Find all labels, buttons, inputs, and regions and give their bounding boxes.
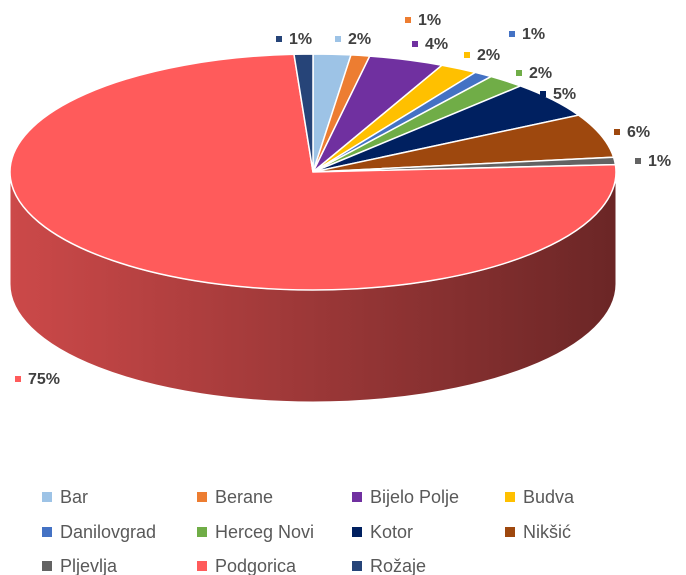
legend-label: Budva [523, 487, 575, 507]
label-key [614, 129, 620, 135]
legend-label: Herceg Novi [215, 522, 314, 542]
label-key [15, 376, 21, 382]
legend-key [42, 492, 52, 502]
data-label: 75% [28, 371, 60, 388]
legend-key [42, 561, 52, 571]
slice [293, 53, 314, 173]
legend-key [352, 492, 362, 502]
data-label: 6% [627, 124, 650, 141]
legend-label: Kotor [370, 522, 413, 542]
data-label: 1% [418, 12, 441, 29]
label-key [276, 36, 282, 42]
label-key [335, 36, 341, 42]
label-key [509, 31, 515, 37]
legend-label: Danilovgrad [60, 522, 156, 542]
data-label: 1% [289, 31, 312, 48]
data-label: 1% [522, 26, 545, 43]
data-label: 4% [425, 36, 448, 53]
legend-key [42, 527, 52, 537]
legend-label: Podgorica [215, 556, 297, 575]
legend-label: Pljevlja [60, 556, 118, 575]
legend-label: Berane [215, 487, 273, 507]
data-label: 2% [477, 47, 500, 64]
legend-key [197, 527, 207, 537]
legend-label: Rožaje [370, 556, 426, 575]
label-key [464, 52, 470, 58]
legend-key [352, 561, 362, 571]
legend-key [197, 492, 207, 502]
legend-label: Bar [60, 487, 88, 507]
label-key [540, 91, 546, 97]
data-label: 2% [348, 31, 371, 48]
data-label: 2% [529, 65, 552, 82]
legend-key [197, 561, 207, 571]
label-key [635, 158, 641, 164]
data-label: 5% [553, 86, 576, 103]
legend-key [505, 527, 515, 537]
label-key [412, 41, 418, 47]
legend-label: Bijelo Polje [370, 487, 459, 507]
legend-key [505, 492, 515, 502]
legend-label: Nikšić [523, 522, 571, 542]
legend-key [352, 527, 362, 537]
data-label: 1% [648, 153, 671, 170]
label-key [516, 70, 522, 76]
slice [9, 53, 617, 291]
label-key [405, 17, 411, 23]
